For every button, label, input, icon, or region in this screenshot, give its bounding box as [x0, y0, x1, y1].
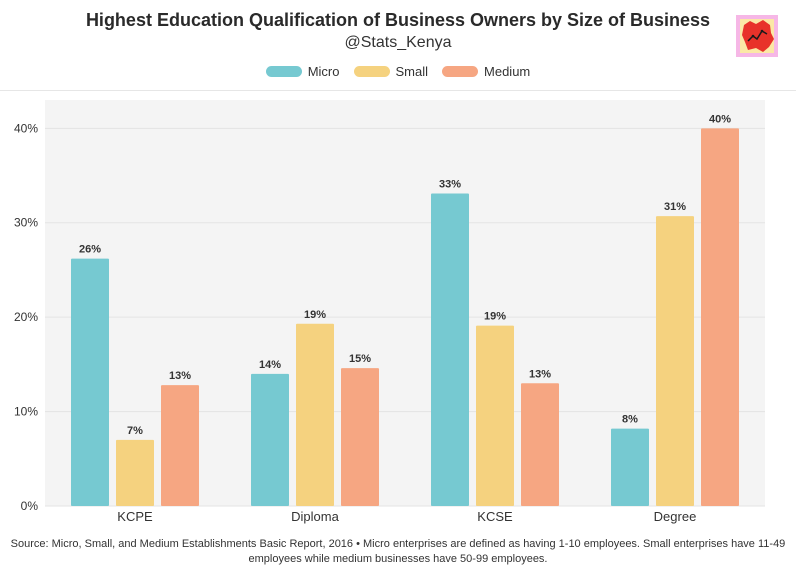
- data-label: 13%: [169, 370, 191, 382]
- legend-item-small: Small: [353, 64, 429, 79]
- y-tick-label: 20%: [14, 310, 38, 324]
- chart-footnote: Source: Micro, Small, and Medium Establi…: [0, 537, 796, 567]
- data-label: 31%: [664, 201, 686, 213]
- chart-title: Highest Education Qualification of Busin…: [85, 10, 711, 30]
- data-label: 7%: [127, 425, 143, 437]
- bar-medium-diploma: [341, 368, 379, 506]
- bar-small-kcse: [476, 325, 514, 506]
- x-tick-label: Degree: [654, 509, 697, 524]
- x-tick-label: KCPE: [117, 509, 153, 524]
- legend-swatch: [265, 66, 302, 77]
- legend-label: Small: [395, 64, 429, 79]
- data-label: 15%: [349, 353, 371, 365]
- kenya-map-icon: [736, 15, 778, 57]
- bar-medium-kcpe: [161, 385, 199, 506]
- bar-small-degree: [656, 216, 694, 506]
- y-tick-label: 40%: [14, 121, 38, 135]
- legend-label: Micro: [307, 64, 340, 79]
- data-label: 33%: [439, 178, 461, 190]
- header-divider: [0, 90, 796, 91]
- x-tick-label: Diploma: [291, 509, 339, 524]
- bar-small-diploma: [296, 323, 334, 506]
- y-tick-label: 30%: [14, 216, 38, 230]
- data-label: 19%: [484, 311, 506, 323]
- footnote-line-2: employees while medium businesses have 5…: [248, 553, 548, 565]
- data-label: 26%: [79, 244, 101, 256]
- data-label: 13%: [529, 368, 551, 380]
- legend-swatch: [442, 66, 479, 77]
- legend-item-medium: Medium: [442, 64, 530, 79]
- bar-small-kcpe: [116, 439, 154, 506]
- data-label: 8%: [622, 414, 638, 426]
- y-tick-label: 0%: [21, 499, 39, 513]
- legend-swatch: [353, 66, 390, 77]
- bar-micro-degree: [611, 428, 649, 506]
- x-tick-label: KCSE: [477, 509, 513, 524]
- data-label: 19%: [304, 309, 326, 321]
- footnote-line-1: Source: Micro, Small, and Medium Establi…: [10, 538, 786, 550]
- legend-item-micro: Micro: [265, 64, 340, 79]
- bar-medium-kcse: [521, 383, 559, 506]
- chart-subtitle: @Stats_Kenya: [344, 34, 452, 51]
- data-label: 40%: [709, 113, 731, 125]
- bar-micro-diploma: [251, 373, 289, 506]
- legend-label: Medium: [484, 64, 531, 79]
- bar-micro-kcpe: [71, 258, 109, 506]
- data-label: 14%: [259, 359, 281, 371]
- y-tick-label: 10%: [14, 405, 38, 419]
- chart-legend: Micro Small Medium: [0, 64, 796, 79]
- bar-micro-kcse: [431, 193, 469, 506]
- bar-medium-degree: [701, 128, 739, 507]
